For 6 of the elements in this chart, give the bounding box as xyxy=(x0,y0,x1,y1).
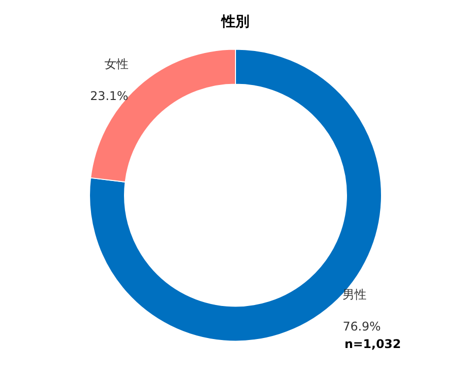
chart-title: 性別 xyxy=(220,14,250,30)
data-label: 23.1% xyxy=(90,89,128,104)
slice-label: 女性 xyxy=(104,57,128,72)
slice-label: 男性 xyxy=(342,287,367,302)
text: n=1,032 xyxy=(344,337,402,351)
data-label: 76.9% xyxy=(342,319,381,334)
